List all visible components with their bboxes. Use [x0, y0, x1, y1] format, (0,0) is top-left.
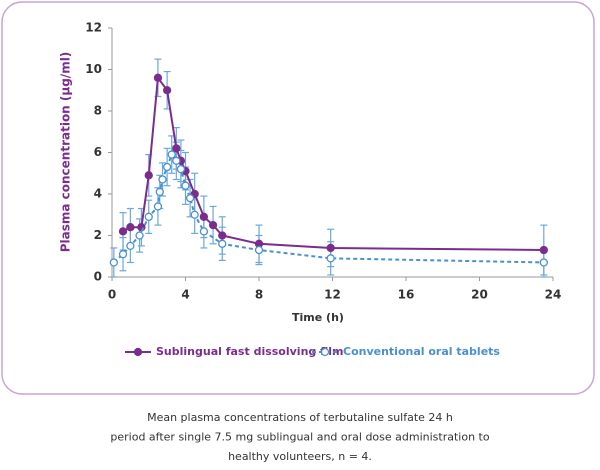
data-point [190, 210, 199, 219]
data-point [218, 239, 227, 248]
y-tick-label: 4 [94, 187, 102, 201]
legend-marker [320, 347, 330, 357]
data-point [254, 245, 264, 255]
data-point [167, 150, 176, 159]
data-point [539, 245, 548, 255]
data-point [109, 258, 118, 267]
x-tick-label: 24 [545, 288, 562, 302]
data-point [144, 171, 153, 180]
data-point [118, 227, 128, 236]
data-point [199, 212, 209, 221]
data-point [199, 227, 209, 236]
data-point [185, 193, 195, 203]
y-tick-label: 10 [85, 62, 102, 76]
caption: Mean plasma concentrations of terbutalin… [147, 411, 453, 424]
data-point [153, 202, 163, 211]
data-point [208, 220, 218, 230]
x-tick-label: 0 [108, 288, 116, 302]
data-point [172, 144, 181, 153]
legend-label: Conventional oral tablets [343, 345, 500, 358]
x-axis-label: Time (h) [292, 311, 344, 324]
y-tick-label: 8 [94, 104, 102, 118]
caption: healthy volunteers, n = 4. [228, 450, 372, 463]
data-point [162, 86, 172, 95]
data-point [153, 73, 163, 82]
y-tick-label: 2 [94, 228, 102, 242]
x-tick-label: 4 [181, 288, 189, 302]
data-point [162, 162, 172, 172]
data-point [172, 156, 181, 165]
data-point [539, 258, 548, 267]
frame [1, 1, 595, 395]
data-point [126, 241, 135, 251]
caption: period after single 7.5 mg sublingual an… [110, 431, 489, 444]
x-tick-label: 16 [398, 288, 415, 302]
data-point [135, 231, 144, 240]
data-point [155, 187, 164, 197]
x-tick-label: 20 [471, 288, 488, 302]
series-line [122, 75, 544, 252]
data-point [126, 223, 135, 232]
data-point [326, 243, 335, 253]
data-point [144, 212, 153, 221]
data-point [181, 181, 190, 190]
data-point [158, 175, 167, 184]
y-tick-label: 0 [94, 270, 102, 284]
data-point [218, 231, 227, 240]
legend-marker [133, 347, 143, 357]
x-tick-label: 8 [255, 288, 263, 302]
y-tick-label: 6 [94, 145, 102, 159]
y-tick-label: 12 [85, 21, 102, 35]
data-point [326, 254, 335, 263]
legend-label: Sublingual fast dissolving film [156, 345, 344, 358]
y-axis-label: Plasma concentration (µg/ml) [59, 52, 73, 253]
x-tick-label: 12 [324, 288, 341, 302]
data-point [118, 250, 128, 259]
data-point [176, 164, 186, 174]
